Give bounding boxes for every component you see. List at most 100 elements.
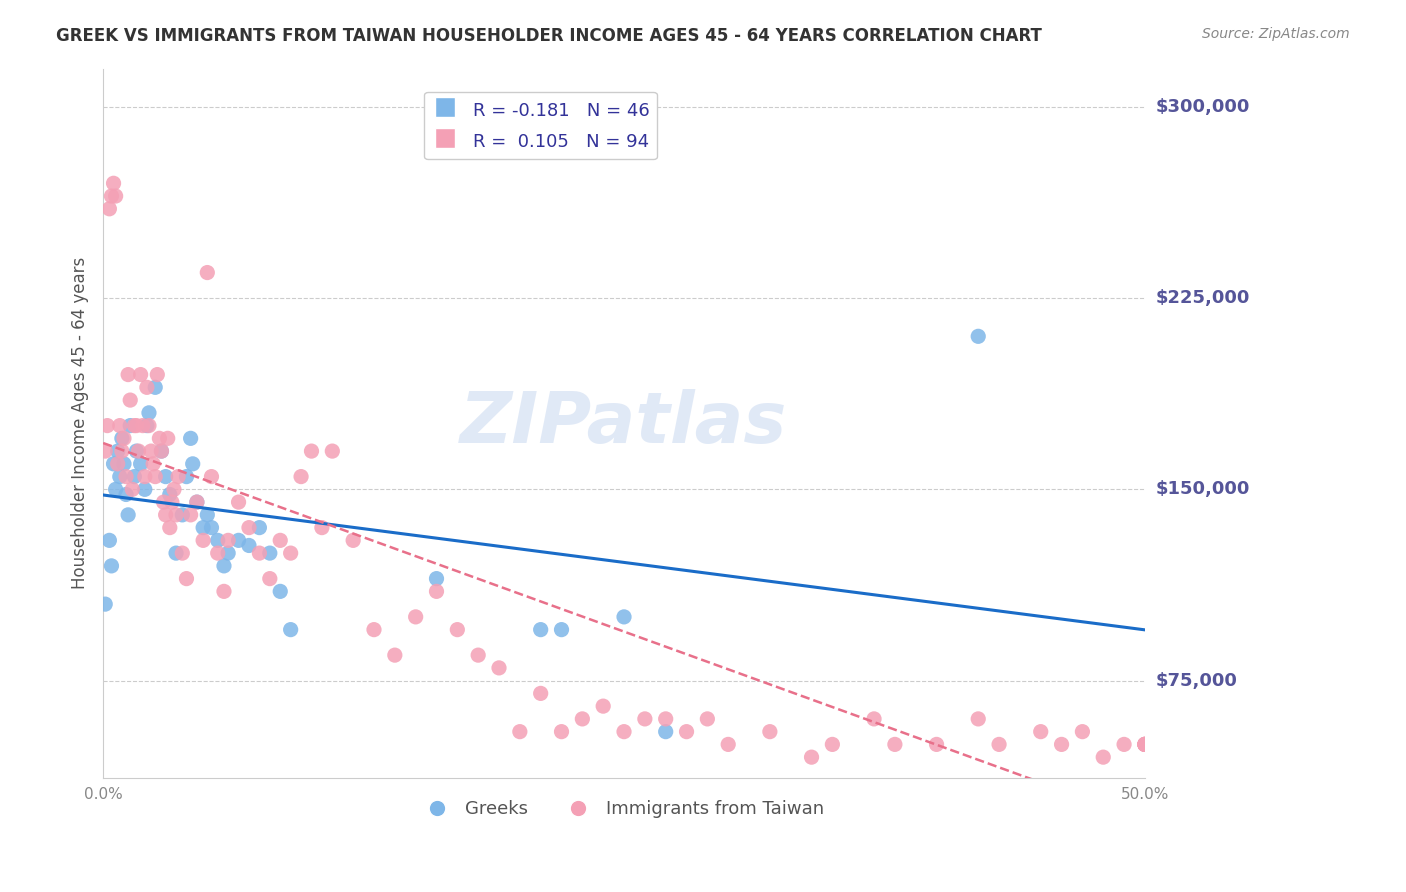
Point [592,699,614,714]
Point [269,584,291,599]
Point [104,483,127,497]
Point [342,533,364,548]
Point [146,368,169,382]
Point [159,520,181,534]
Point [128,444,150,458]
Point [191,533,214,548]
Point [167,469,190,483]
Point [1133,738,1156,752]
Point [132,418,155,433]
Point [104,189,127,203]
Point [117,368,139,382]
Point [111,431,134,445]
Point [425,572,447,586]
Point [530,623,553,637]
Point [150,444,173,458]
Point [1071,724,1094,739]
Point [165,508,187,522]
Point [717,738,740,752]
Point [117,508,139,522]
Point [108,418,131,433]
Text: $75,000: $75,000 [1156,672,1237,690]
Point [200,469,222,483]
Point [228,533,250,548]
Point [180,508,202,522]
Point [530,686,553,700]
Point [247,520,270,534]
Point [259,546,281,560]
Point [124,418,146,433]
Point [155,469,177,483]
Point [863,712,886,726]
Point [321,444,343,458]
Text: $225,000: $225,000 [1156,289,1250,307]
Point [696,712,718,726]
Point [152,495,174,509]
Point [301,444,323,458]
Point [160,495,183,509]
Point [103,176,125,190]
Point [405,610,427,624]
Point [1133,738,1156,752]
Point [238,520,260,534]
Point [103,457,125,471]
Point [1050,738,1073,752]
Point [200,520,222,534]
Point [98,202,121,216]
Point [163,483,186,497]
Point [228,495,250,509]
Point [1133,738,1156,752]
Point [138,418,160,433]
Point [94,444,117,458]
Point [121,483,143,497]
Point [181,457,204,471]
Point [159,487,181,501]
Point [800,750,823,764]
Point [100,189,122,203]
Point [112,431,135,445]
Point [1133,738,1156,752]
Point [613,724,636,739]
Point [108,469,131,483]
Point [988,738,1011,752]
Point [571,712,593,726]
Point [247,546,270,560]
Point [967,329,990,343]
Point [176,572,198,586]
Point [176,469,198,483]
Point [821,738,844,752]
Point [195,508,218,522]
Point [509,724,531,739]
Point [150,444,173,458]
Point [1133,738,1156,752]
Point [138,406,160,420]
Point [107,457,129,471]
Point [238,539,260,553]
Point [654,712,676,726]
Point [1092,750,1115,764]
Point [425,584,447,599]
Point [186,495,208,509]
Point [112,457,135,471]
Point [143,380,166,394]
Point [654,724,676,739]
Point [1029,724,1052,739]
Point [488,661,510,675]
Point [384,648,406,662]
Point [446,623,468,637]
Point [155,508,177,522]
Point [467,648,489,662]
Point [180,431,202,445]
Point [134,483,156,497]
Text: GREEK VS IMMIGRANTS FROM TAIWAN HOUSEHOLDER INCOME AGES 45 - 64 YEARS CORRELATIO: GREEK VS IMMIGRANTS FROM TAIWAN HOUSEHOL… [56,27,1042,45]
Point [143,469,166,483]
Point [120,393,142,408]
Point [148,431,170,445]
Text: $150,000: $150,000 [1156,481,1250,499]
Point [925,738,948,752]
Point [172,546,194,560]
Point [311,520,333,534]
Point [107,444,129,458]
Point [290,469,312,483]
Point [613,610,636,624]
